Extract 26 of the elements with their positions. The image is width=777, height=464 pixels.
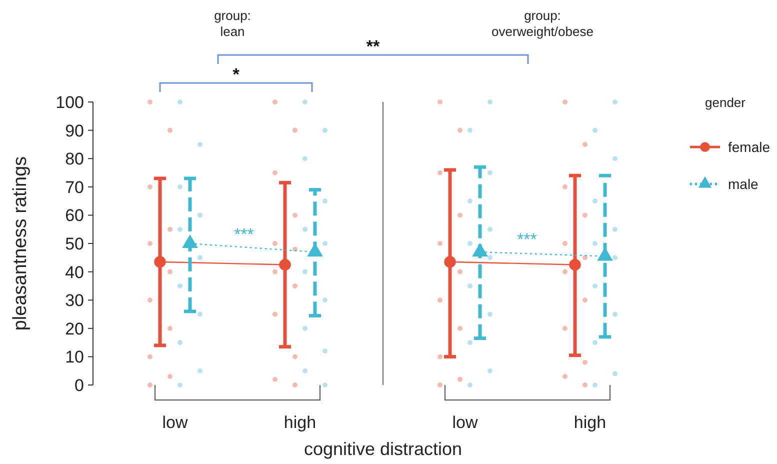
y-tick-label: 80	[65, 150, 84, 169]
legend-label: male	[728, 176, 759, 192]
legend-title: gender	[705, 95, 746, 110]
x-tick-label: high	[574, 413, 606, 432]
annotation: ***	[517, 230, 538, 249]
x-tick-label: high	[284, 413, 316, 432]
y-tick-label: 10	[65, 348, 84, 367]
x-tick-label: low	[162, 413, 188, 432]
y-tick-label: 30	[65, 291, 84, 310]
y-axis-title: pleasantness ratings	[10, 156, 31, 331]
x-axis-title: cognitive distraction	[304, 439, 462, 459]
text: **	[366, 37, 380, 56]
y-tick-label: 60	[65, 206, 84, 226]
y-tick-label: 20	[65, 319, 84, 338]
text: *	[232, 65, 240, 84]
y-tick-label: 70	[65, 178, 84, 197]
legend-label: female	[728, 138, 770, 155]
y-tick-label: 90	[65, 121, 84, 140]
y-tick-label: 40	[65, 262, 84, 282]
y-tick-label: 100	[56, 92, 84, 112]
x-tick-label: low	[452, 413, 478, 432]
y-tick-label: 50	[65, 234, 84, 254]
y-tick-label: 0	[74, 376, 84, 395]
chart-title: group: lean	[214, 8, 251, 39]
annotation: ***	[234, 225, 254, 244]
chart-title: group: overweight/obese	[492, 8, 594, 39]
